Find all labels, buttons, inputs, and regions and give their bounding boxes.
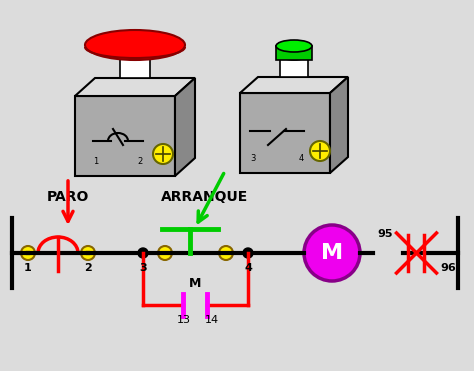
Ellipse shape [120, 45, 150, 55]
Circle shape [158, 246, 172, 260]
Polygon shape [240, 77, 348, 93]
Text: M: M [189, 277, 202, 290]
Text: PARO: PARO [47, 190, 89, 204]
Text: 1: 1 [93, 157, 99, 166]
Ellipse shape [85, 30, 185, 60]
Circle shape [153, 144, 173, 164]
Circle shape [219, 246, 233, 260]
Polygon shape [175, 78, 195, 176]
Text: 3: 3 [139, 263, 147, 273]
Text: 1: 1 [24, 263, 32, 273]
Circle shape [81, 246, 95, 260]
Circle shape [243, 248, 253, 258]
Text: 4: 4 [244, 263, 252, 273]
Text: 2: 2 [137, 157, 143, 166]
Ellipse shape [280, 50, 308, 60]
Circle shape [304, 225, 360, 281]
FancyBboxPatch shape [240, 93, 330, 173]
Text: 4: 4 [298, 154, 304, 163]
Circle shape [138, 248, 148, 258]
Circle shape [21, 246, 35, 260]
Circle shape [310, 141, 330, 161]
Text: 14: 14 [204, 315, 219, 325]
Text: 96: 96 [440, 263, 456, 273]
FancyBboxPatch shape [280, 55, 308, 77]
FancyBboxPatch shape [75, 96, 175, 176]
Text: 2: 2 [84, 263, 92, 273]
FancyBboxPatch shape [276, 46, 312, 60]
Text: 3: 3 [250, 154, 255, 163]
Polygon shape [330, 77, 348, 173]
Text: 95: 95 [377, 229, 393, 239]
Text: ARRANQUE: ARRANQUE [161, 190, 249, 204]
Ellipse shape [276, 40, 312, 52]
Text: 13: 13 [176, 315, 191, 325]
Text: M: M [321, 243, 343, 263]
Polygon shape [75, 78, 195, 96]
FancyBboxPatch shape [120, 50, 150, 78]
